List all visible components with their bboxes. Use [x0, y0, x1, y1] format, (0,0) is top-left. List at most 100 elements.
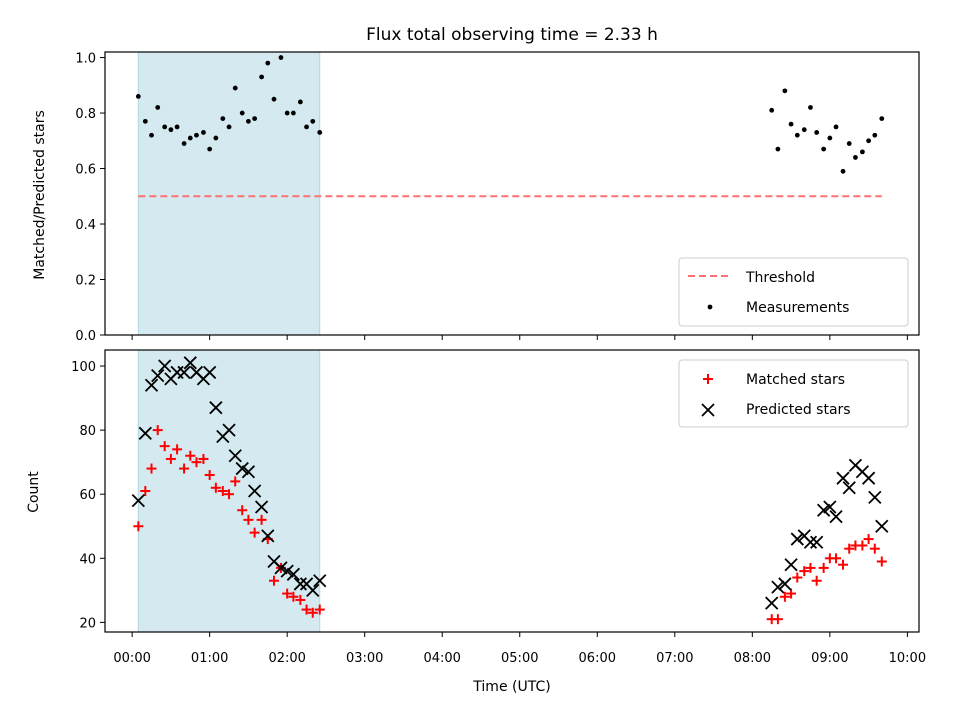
- predicted-star-point: [203, 365, 217, 380]
- x-marker-b: [829, 509, 843, 524]
- x-marker-b: [254, 500, 269, 514]
- matched-star-point: [185, 450, 196, 461]
- measurement-point: [794, 132, 800, 138]
- matched-star-point: [172, 444, 183, 455]
- matched-star-point: [191, 457, 202, 468]
- predicted-star-point: [235, 461, 249, 476]
- matched-star-point: [857, 540, 868, 551]
- x-marker-b: [144, 378, 159, 392]
- x-marker-b: [797, 529, 811, 543]
- predicted-star-point: [131, 493, 145, 508]
- measurement-point: [181, 141, 187, 146]
- legend-predicted-label: Predicted stars: [746, 402, 851, 418]
- predicted-star-point: [790, 532, 804, 546]
- predicted-star-point: [209, 401, 223, 415]
- predicted-star-point: [254, 500, 269, 514]
- matched-star-point: [838, 559, 849, 570]
- matched-star-point: [237, 505, 248, 516]
- measurement-point: [821, 146, 827, 152]
- predicted-star-point: [771, 580, 785, 594]
- ratio-legend-box: [678, 257, 909, 327]
- predicted-star-point: [765, 596, 779, 610]
- ratio-y-axis: 0.0 0.2 0.4 0.6 0.8 1.0: [75, 52, 105, 344]
- y-tick-label: 1.0: [75, 52, 96, 67]
- measurement-point: [226, 124, 232, 130]
- predicted-star-point: [836, 471, 850, 485]
- measurement-point: [782, 88, 788, 94]
- x-marker-b: [158, 359, 172, 373]
- x-marker-b: [209, 401, 223, 415]
- x-marker-b: [247, 484, 262, 498]
- predicted-star-point: [280, 564, 294, 578]
- measurement-point: [297, 99, 303, 105]
- predicted-star-point: [151, 368, 165, 383]
- measurement-point: [220, 116, 226, 121]
- matched-star-point: [295, 594, 306, 605]
- x-tick-label: 07:00: [656, 651, 693, 666]
- matched-star-point: [256, 514, 267, 525]
- x-marker-b: [274, 561, 288, 575]
- x-tick-label: 05:00: [501, 651, 538, 666]
- matched-star-point: [230, 476, 241, 487]
- y-tick-label: 0.6: [75, 163, 96, 178]
- measurement-point: [317, 130, 323, 135]
- predicted-star-point: [228, 449, 242, 463]
- ratio-legend: Threshold Measurements: [678, 257, 909, 327]
- ratio-panel-frame: [104, 51, 920, 336]
- predicted-star-point: [803, 535, 818, 549]
- measurement-point: [265, 60, 271, 66]
- measurement-point: [769, 107, 775, 113]
- x-marker-b: [765, 596, 779, 610]
- measurement-point: [872, 132, 878, 138]
- y-tick-label: 0.8: [75, 107, 96, 122]
- x-tick-label: 08:00: [734, 651, 771, 666]
- predicted-star-point: [222, 423, 236, 437]
- x-marker-b: [875, 519, 889, 533]
- matched-star-point: [159, 441, 170, 452]
- y-tick-label: 20: [79, 616, 96, 631]
- x-tick-label: 03:00: [346, 651, 383, 666]
- matched-star-point: [179, 463, 190, 474]
- x-marker-b: [286, 567, 301, 581]
- matched-star-point: [876, 556, 887, 567]
- y-tick-label: 0.4: [75, 218, 96, 233]
- predicted-star-point: [241, 465, 256, 479]
- x-marker-b: [313, 574, 327, 588]
- x-marker-b: [235, 461, 249, 476]
- matched-star-point: [792, 572, 803, 583]
- measurement-point: [801, 127, 807, 133]
- measurement-point: [252, 116, 258, 121]
- measurement-point: [155, 105, 161, 110]
- x-tick-label: 10:00: [889, 651, 926, 666]
- x-marker-b: [823, 500, 837, 514]
- predicted-star-point: [778, 577, 792, 591]
- matched-star-point: [243, 514, 254, 525]
- x-marker-b: [306, 583, 320, 597]
- predicted-star-point: [823, 500, 837, 514]
- count-panel: 20 40 60 80 100 00:00 01:00 02:00 03:00 04:00 05:…: [26, 349, 926, 695]
- matched-star-point: [288, 591, 299, 602]
- measurement-point: [310, 118, 316, 124]
- x-marker-b: [293, 577, 307, 591]
- x-marker-b: [183, 356, 197, 370]
- count-y-axis: 20 40 60 80 100: [71, 360, 105, 631]
- matched-star-point: [811, 575, 822, 586]
- measurement-point: [290, 110, 296, 116]
- matched-star-point: [301, 604, 312, 615]
- measurement-point: [860, 149, 865, 155]
- measurement-point: [246, 118, 251, 124]
- measurement-point: [775, 146, 781, 152]
- measurement-point: [304, 124, 309, 130]
- count-data-layer: [131, 356, 889, 625]
- matched-star-point: [133, 521, 144, 532]
- x-marker-b: [261, 529, 275, 543]
- x-marker-b: [778, 577, 792, 591]
- matched-star-point: [786, 588, 797, 599]
- predicted-star-point: [868, 490, 882, 505]
- time-x-axis-label: Time (UTC): [472, 679, 550, 695]
- legend-predicted-swatch: [701, 403, 715, 417]
- x-marker-b: [241, 465, 256, 479]
- matched-star-point: [779, 591, 790, 602]
- matched-star-point: [772, 614, 783, 625]
